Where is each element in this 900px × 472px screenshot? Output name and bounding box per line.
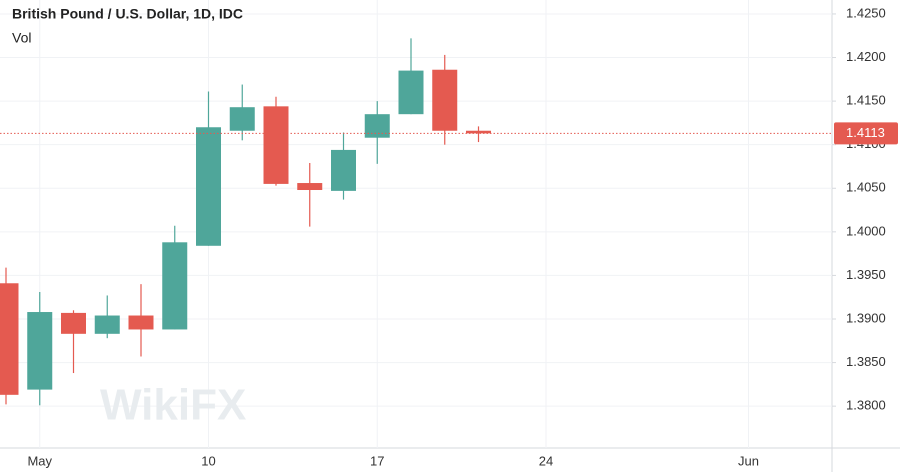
x-tick-label: 17: [370, 453, 384, 468]
y-tick-label: 1.3800: [846, 398, 886, 413]
y-tick-label: 1.3850: [846, 354, 886, 369]
axes: 1.3800 1.3850 1.3900 1.3950 1.4000 1.4050 1.41…: [27, 5, 898, 468]
candle-body: [398, 70, 424, 115]
chart-title: British Pound / U.S. Dollar, 1D, IDC: [12, 6, 243, 22]
candle-body: [466, 130, 491, 134]
last-price-label: 1.4113: [846, 125, 885, 140]
y-tick-label: 1.3950: [846, 267, 886, 282]
y-tick-label: 1.4150: [846, 93, 886, 108]
candle-body: [162, 242, 188, 330]
watermark: WikiFX: [100, 381, 246, 430]
candle-body: [27, 312, 53, 390]
y-tick-label: 1.4050: [846, 180, 886, 195]
y-tick-label: 1.4250: [846, 5, 886, 20]
last-price-tag: [834, 122, 898, 145]
candle-body: [297, 183, 323, 191]
x-tick-label: 10: [201, 453, 215, 468]
y-tick-label: 1.4000: [846, 223, 886, 238]
y-tick-label: 1.3900: [846, 310, 886, 325]
x-tick-label: Jun: [738, 453, 759, 468]
candle-body: [364, 114, 390, 138]
x-tick-label: May: [27, 453, 52, 468]
candle-body: [229, 107, 255, 131]
y-tick-label: 1.4200: [846, 49, 886, 64]
candle-body: [331, 149, 356, 191]
candle-body: [61, 312, 86, 334]
x-tick-label: 24: [539, 453, 553, 468]
candles: [0, 38, 832, 406]
candle-body: [128, 315, 154, 330]
candle-body: [196, 127, 221, 246]
candle-body: [0, 283, 19, 395]
candle-body: [432, 69, 458, 131]
subtitle: Vol: [12, 30, 31, 46]
candle-body: [263, 106, 289, 184]
candle-body: [94, 315, 120, 334]
